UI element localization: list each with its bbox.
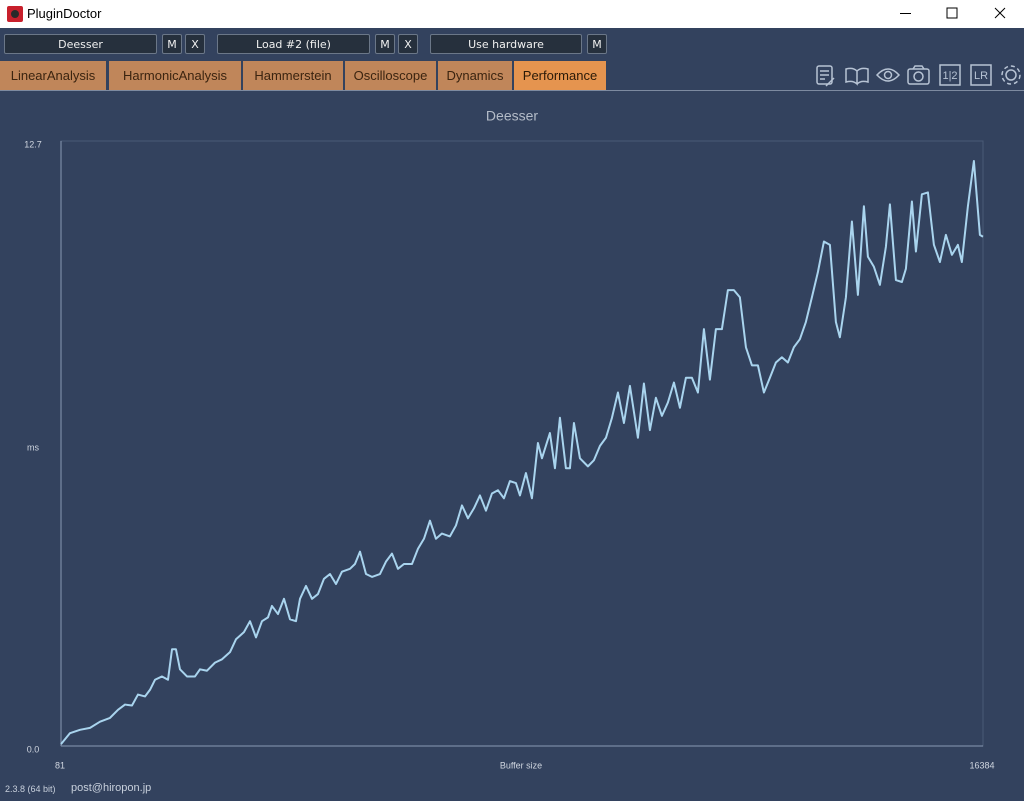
- window-controls[interactable]: [884, 0, 1024, 28]
- tab-divider: [0, 90, 1024, 91]
- notes-icon[interactable]: [816, 65, 835, 87]
- snapshot-icon[interactable]: [907, 65, 930, 85]
- slot-button[interactable]: M: [587, 34, 607, 54]
- y-tick-label: 0.0: [27, 744, 40, 754]
- x-tick-label: 16384: [969, 760, 994, 770]
- data-line: [60, 160, 984, 745]
- version: 2.3.8 (64 bit): [5, 784, 56, 794]
- tab[interactable]: Performance: [514, 61, 606, 90]
- left-right-label: LR: [974, 70, 988, 82]
- tab[interactable]: Oscilloscope: [345, 61, 436, 90]
- tab[interactable]: LinearAnalysis: [0, 61, 106, 90]
- slot-button[interactable]: M: [375, 34, 395, 54]
- tab[interactable]: Hammerstein: [243, 61, 343, 90]
- settings-icon[interactable]: [1001, 65, 1021, 85]
- close[interactable]: [994, 7, 1006, 19]
- channel-split-icon[interactable]: [939, 64, 961, 86]
- slot-button[interactable]: M: [162, 34, 182, 54]
- tool-icons: 1|2 LR: [816, 64, 1021, 87]
- title-bar: PluginDoctor: [0, 0, 1024, 28]
- maximize[interactable]: [946, 7, 958, 19]
- slot-button[interactable]: X: [185, 34, 205, 54]
- slot-selector[interactable]: Load #2 (file): [217, 34, 370, 54]
- contact: post@hiropon.jp: [71, 782, 152, 794]
- app-icon: [7, 6, 23, 22]
- window-title: PluginDoctor: [27, 6, 102, 21]
- slot-selector[interactable]: Deesser: [4, 34, 157, 54]
- y-tick-label: 12.7: [24, 139, 42, 149]
- view-icon[interactable]: [875, 68, 901, 82]
- slot-selector[interactable]: Use hardware: [430, 34, 582, 54]
- left-right-icon[interactable]: [970, 64, 992, 86]
- tab[interactable]: HarmonicAnalysis: [109, 61, 241, 90]
- y-axis-label: ms: [27, 442, 39, 452]
- manual-icon[interactable]: [845, 67, 869, 86]
- chart-title: Deesser: [486, 108, 538, 124]
- x-tick-label: 81: [55, 760, 65, 770]
- plot-frame: [60, 140, 984, 747]
- slot-button[interactable]: X: [398, 34, 418, 54]
- x-axis-label: Buffer size: [500, 760, 542, 770]
- tab[interactable]: Dynamics: [438, 61, 512, 90]
- channel-split-label: 1|2: [942, 70, 957, 82]
